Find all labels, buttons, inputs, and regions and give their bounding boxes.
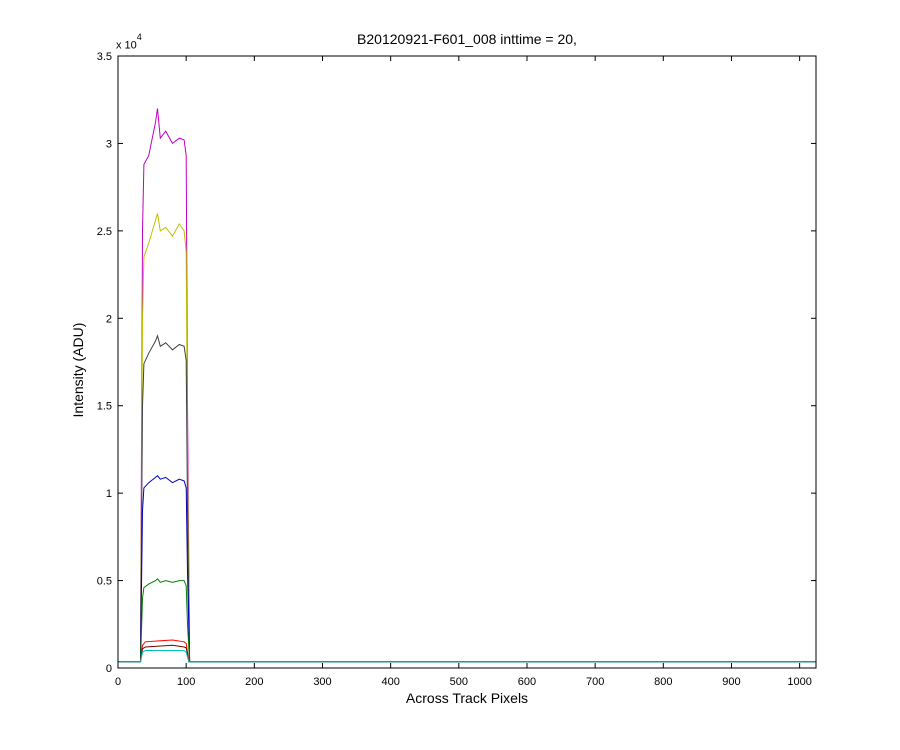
y-tick-label-4: 2 [106, 313, 112, 325]
y-tick-label-1: 0.5 [97, 576, 112, 588]
axes-box [117, 55, 817, 669]
x-tick-label-0: 0 [115, 676, 121, 688]
series-line-7 [118, 650, 816, 663]
x-tick-label-4: 400 [381, 676, 399, 688]
x-tick-label-5: 500 [450, 676, 468, 688]
y-multiplier-base: x 10 [116, 39, 137, 52]
series-line-3 [118, 474, 816, 663]
series-line-5 [118, 639, 816, 663]
x-tick-label-7: 700 [586, 676, 604, 688]
y-tick-label-0: 0 [106, 663, 112, 675]
series-line-4 [118, 578, 816, 663]
y-axis-label: Intensity (ADU) [70, 322, 86, 418]
y-multiplier-exponent: 4 [136, 32, 142, 42]
x-tick-label-2: 200 [245, 676, 263, 688]
series-line-6 [118, 644, 816, 663]
y-tick-label-7: 3.5 [97, 51, 112, 63]
x-tick-label-6: 600 [518, 676, 536, 688]
y-tick-label-6: 3 [106, 138, 112, 150]
x-tick-label-8: 800 [654, 676, 672, 688]
y-tick-label-5: 2.5 [97, 226, 112, 238]
x-tick-label-9: 900 [722, 676, 740, 688]
x-axis-label: Across Track Pixels [405, 690, 529, 706]
y-tick-label-2: 1 [106, 488, 112, 500]
series-line-2 [118, 334, 816, 663]
series-line-0 [118, 108, 816, 663]
x-tick-label-1: 100 [177, 676, 195, 688]
chart-title: B20120921-F601_008 inttime = 20, [357, 31, 577, 47]
x-tick-label-3: 300 [313, 676, 331, 688]
series-line-1 [118, 213, 816, 663]
y-axis-multiplier: x 104 [116, 32, 142, 52]
x-tick-label-10: 1000 [787, 676, 811, 688]
y-tick-label-3: 1.5 [97, 401, 112, 413]
